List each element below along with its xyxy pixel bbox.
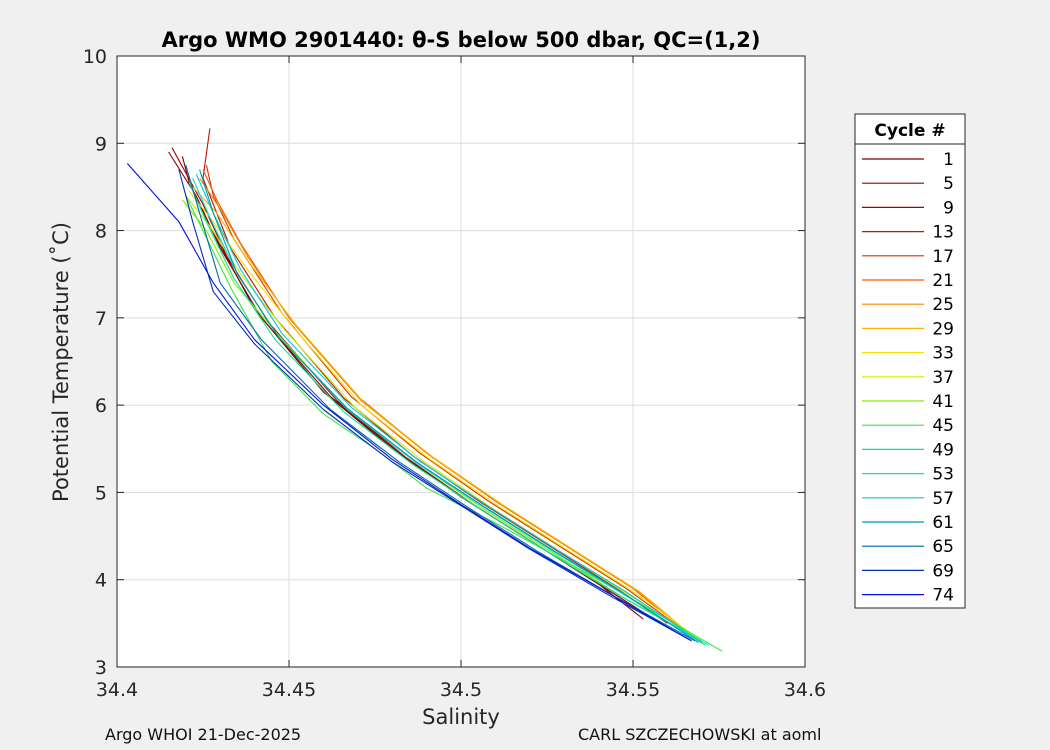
- y-tick-label: 5: [95, 482, 107, 504]
- legend-label-cycle-53: 53: [932, 465, 954, 485]
- series-line-cycle-65: [185, 164, 696, 642]
- legend-label-cycle-37: 37: [932, 368, 954, 388]
- legend-label-cycle-57: 57: [932, 489, 954, 509]
- legend-label-cycle-69: 69: [932, 561, 954, 581]
- series-line-cycle-33: [188, 190, 692, 635]
- legend-label-cycle-61: 61: [932, 513, 954, 533]
- series-line-cycle-69: [178, 169, 692, 642]
- series-group: [126, 128, 723, 652]
- y-tick-label: 3: [95, 657, 107, 679]
- legend-box: [854, 113, 966, 609]
- series-line-cycle-74: [126, 163, 692, 642]
- x-tick-label: 34.5: [440, 679, 482, 701]
- legend-label-cycle-13: 13: [932, 223, 954, 243]
- y-tick-label: 4: [95, 570, 107, 592]
- x-tick-label: 34.45: [262, 679, 316, 701]
- series-line-cycle-57: [195, 173, 703, 644]
- legend-label-cycle-65: 65: [932, 537, 954, 557]
- y-tick-label: 10: [83, 46, 107, 68]
- legend-label-cycle-17: 17: [932, 247, 954, 267]
- legend-label-cycle-21: 21: [932, 271, 954, 291]
- x-tick-label: 34.4: [96, 679, 138, 701]
- legend-label-cycle-5: 5: [943, 174, 954, 194]
- grid: [116, 55, 806, 668]
- legend-label-cycle-1: 1: [943, 150, 954, 170]
- series-line-cycle-49: [188, 182, 709, 646]
- legend-items: 1 5 9 13 17 21 25 29 33 37 41 45 49 53 57 61 65 69 74: [862, 150, 954, 606]
- y-tick-label: 7: [95, 308, 107, 330]
- legend-label-cycle-41: 41: [932, 392, 954, 412]
- y-tick-label: 8: [95, 221, 107, 243]
- legend-label-cycle-49: 49: [932, 440, 954, 460]
- footer-left: Argo WHOI 21-Dec-2025: [105, 725, 302, 744]
- legend-label-cycle-33: 33: [932, 344, 954, 364]
- y-tick-label: 9: [95, 133, 107, 155]
- y-tick-label: 6: [95, 395, 107, 417]
- series-line-cycle-61: [199, 169, 699, 644]
- legend-label-cycle-29: 29: [932, 319, 954, 339]
- legend: Cycle # 1 5 9 13 17 21 25 29 33 37 41 45 49 53 57 61 65 6…: [854, 113, 966, 609]
- axis-ticks: 34.4 34.45 34.5 34.55 34.6 3 4 5 6 7 8 9 10: [83, 46, 826, 701]
- footer-right: CARL SZCZECHOWSKI at aoml: [578, 725, 822, 744]
- legend-label-cycle-25: 25: [932, 295, 954, 315]
- legend-title: Cycle #: [874, 121, 945, 141]
- series-line-cycle-53: [192, 177, 706, 646]
- legend-label-cycle-74: 74: [932, 586, 954, 606]
- x-axis-label: Salinity: [422, 705, 500, 729]
- chart-title: Argo WMO 2901440: θ-S below 500 dbar, QC…: [162, 28, 761, 52]
- y-axis-label: Potential Temperature (˚C): [49, 222, 73, 502]
- series-line-cycle-29: [192, 186, 689, 633]
- series-line-cycle-9: [171, 147, 661, 624]
- legend-label-cycle-9: 9: [943, 198, 954, 218]
- legend-label-cycle-45: 45: [932, 416, 954, 436]
- x-tick-label: 34.6: [784, 679, 826, 701]
- x-tick-label: 34.55: [606, 679, 660, 701]
